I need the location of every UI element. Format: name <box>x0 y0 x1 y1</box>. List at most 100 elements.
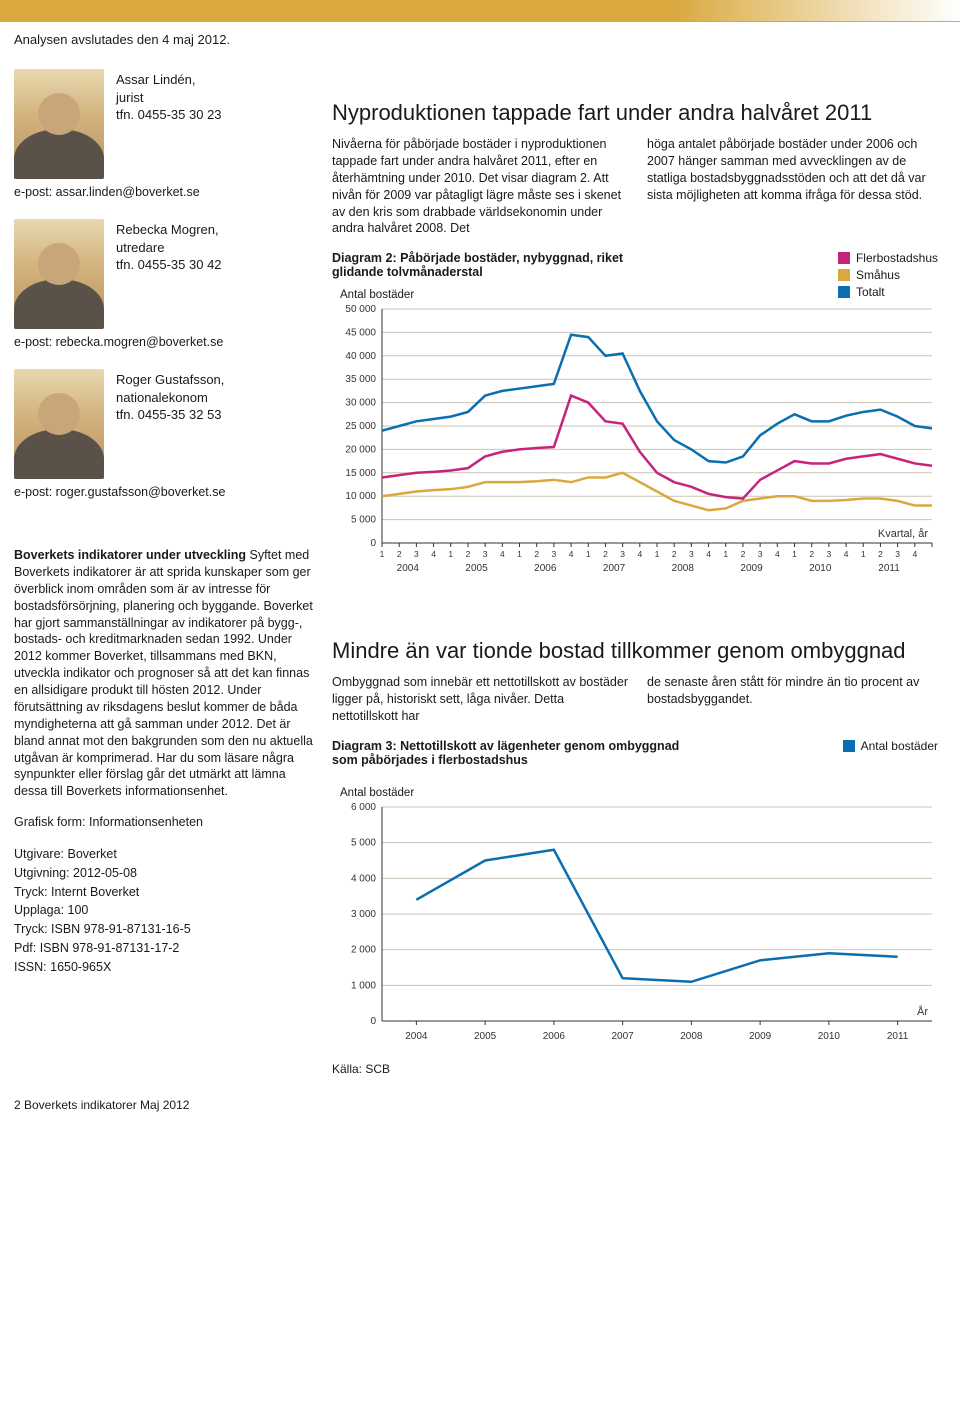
page-footer: 2 Boverkets indikatorer Maj 2012 <box>0 1098 960 1112</box>
meta-line: ISSN: 1650-965X <box>14 958 314 977</box>
svg-text:2004: 2004 <box>397 563 420 574</box>
section2-title: Mindre än var tionde bostad tillkommer g… <box>332 638 946 664</box>
svg-text:1: 1 <box>517 549 522 559</box>
legend-item: Totalt <box>838 285 938 299</box>
svg-text:4: 4 <box>637 549 642 559</box>
svg-text:2 000: 2 000 <box>351 945 376 956</box>
chart1-legend: Flerbostadshus Småhus Totalt <box>838 251 938 302</box>
portrait-photo <box>14 69 104 179</box>
svg-text:35 000: 35 000 <box>345 374 376 385</box>
svg-text:1: 1 <box>655 549 660 559</box>
svg-text:20 000: 20 000 <box>345 445 376 456</box>
svg-text:3: 3 <box>483 549 488 559</box>
svg-text:3: 3 <box>827 549 832 559</box>
person-info: Assar Lindén, jurist tfn. 0455-35 30 23 <box>116 69 222 179</box>
chart1-title: Diagram 2: Påbörjade bostäder, nybyggnad… <box>332 251 672 279</box>
svg-text:40 000: 40 000 <box>345 351 376 362</box>
svg-text:2: 2 <box>397 549 402 559</box>
section1-text: Nivåerna för påbörjade bostäder i nyprod… <box>332 136 946 237</box>
svg-text:2007: 2007 <box>612 1031 635 1042</box>
svg-text:4: 4 <box>775 549 780 559</box>
svg-text:2: 2 <box>878 549 883 559</box>
svg-text:2: 2 <box>672 549 677 559</box>
svg-text:2010: 2010 <box>809 563 832 574</box>
svg-text:2011: 2011 <box>878 563 900 574</box>
portrait-photo <box>14 369 104 479</box>
legend-label: Totalt <box>856 285 885 299</box>
legend-label: Småhus <box>856 268 900 282</box>
svg-text:2008: 2008 <box>680 1031 703 1042</box>
svg-text:År: År <box>917 1005 928 1018</box>
svg-text:4: 4 <box>912 549 917 559</box>
svg-text:2010: 2010 <box>818 1031 841 1042</box>
person-email: e-post: roger.gustafsson@boverket.se <box>14 485 314 499</box>
sidebar-body: Syftet med Boverkets indikatorer är att … <box>14 548 313 798</box>
sidebar-grafisk: Grafisk form: Informationsenheten <box>14 814 314 831</box>
svg-text:3 000: 3 000 <box>351 909 376 920</box>
person-block: Roger Gustafsson, nationalekonom tfn. 04… <box>14 369 314 479</box>
legend-swatch <box>838 286 850 298</box>
person-role: jurist <box>116 89 222 107</box>
legend-item: Antal bostäder <box>843 739 938 753</box>
svg-text:5 000: 5 000 <box>351 838 376 849</box>
section1-col1: Nivåerna för påbörjade bostäder i nyprod… <box>332 136 631 237</box>
section1-title: Nyproduktionen tappade fart under andra … <box>332 100 946 126</box>
svg-text:2007: 2007 <box>603 563 626 574</box>
person-email: e-post: assar.linden@boverket.se <box>14 185 314 199</box>
svg-text:0: 0 <box>370 538 376 549</box>
svg-text:1 000: 1 000 <box>351 980 376 991</box>
svg-text:4: 4 <box>431 549 436 559</box>
chart2-legend: Antal bostäder <box>843 739 938 756</box>
person-role: utredare <box>116 239 222 257</box>
page-content: Analysen avslutades den 4 maj 2012. Assa… <box>0 22 960 1086</box>
svg-text:2009: 2009 <box>749 1031 772 1042</box>
svg-text:3: 3 <box>414 549 419 559</box>
svg-text:2011: 2011 <box>887 1031 909 1042</box>
svg-text:3: 3 <box>895 549 900 559</box>
legend-swatch <box>843 740 855 752</box>
person-block: Rebecka Mogren, utredare tfn. 0455-35 30… <box>14 219 314 329</box>
chart2-ylabel: Antal bostäder <box>340 787 946 799</box>
section1-col2: höga antalet påbörjade bostäder under 20… <box>647 136 946 237</box>
svg-text:2: 2 <box>741 549 746 559</box>
meta-line: Utgivning: 2012-05-08 <box>14 864 314 883</box>
svg-text:30 000: 30 000 <box>345 398 376 409</box>
svg-text:0: 0 <box>370 1016 376 1027</box>
svg-text:2005: 2005 <box>474 1031 497 1042</box>
person-phone: tfn. 0455-35 32 53 <box>116 406 224 424</box>
svg-text:1: 1 <box>586 549 591 559</box>
chart2-source: Källa: SCB <box>332 1062 946 1076</box>
meta-line: Upplaga: 100 <box>14 901 314 920</box>
svg-text:2006: 2006 <box>543 1031 566 1042</box>
person-info: Roger Gustafsson, nationalekonom tfn. 04… <box>116 369 224 479</box>
top-accent-bar <box>0 0 960 22</box>
svg-text:4 000: 4 000 <box>351 873 376 884</box>
svg-text:2: 2 <box>809 549 814 559</box>
legend-item: Småhus <box>838 268 938 282</box>
legend-item: Flerbostadshus <box>838 251 938 265</box>
svg-text:3: 3 <box>758 549 763 559</box>
svg-text:5 000: 5 000 <box>351 515 376 526</box>
person-phone: tfn. 0455-35 30 42 <box>116 256 222 274</box>
section2-col1: Ombyggnad som innebär ett nettotillskott… <box>332 674 631 725</box>
svg-text:4: 4 <box>500 549 505 559</box>
legend-swatch <box>838 269 850 281</box>
publication-meta: Utgivare: BoverketUtgivning: 2012-05-08T… <box>14 845 314 976</box>
analysis-date: Analysen avslutades den 4 maj 2012. <box>14 32 314 47</box>
svg-text:1: 1 <box>792 549 797 559</box>
left-column: Analysen avslutades den 4 maj 2012. Assa… <box>14 32 314 1076</box>
portrait-photo <box>14 219 104 329</box>
legend-label: Flerbostadshus <box>856 251 938 265</box>
person-block: Assar Lindén, jurist tfn. 0455-35 30 23 <box>14 69 314 179</box>
svg-text:2006: 2006 <box>534 563 557 574</box>
svg-text:50 000: 50 000 <box>345 305 376 315</box>
svg-text:1: 1 <box>380 549 385 559</box>
meta-line: Tryck: Internt Boverket <box>14 883 314 902</box>
svg-text:25 000: 25 000 <box>345 421 376 432</box>
chart1-svg: 05 00010 00015 00020 00025 00030 00035 0… <box>332 305 942 585</box>
person-info: Rebecka Mogren, utredare tfn. 0455-35 30… <box>116 219 222 329</box>
person-name: Roger Gustafsson, <box>116 371 224 389</box>
svg-text:2: 2 <box>534 549 539 559</box>
legend-label: Antal bostäder <box>861 739 938 753</box>
chart2-title: Diagram 3: Nettotillskott av lägenheter … <box>332 739 692 767</box>
